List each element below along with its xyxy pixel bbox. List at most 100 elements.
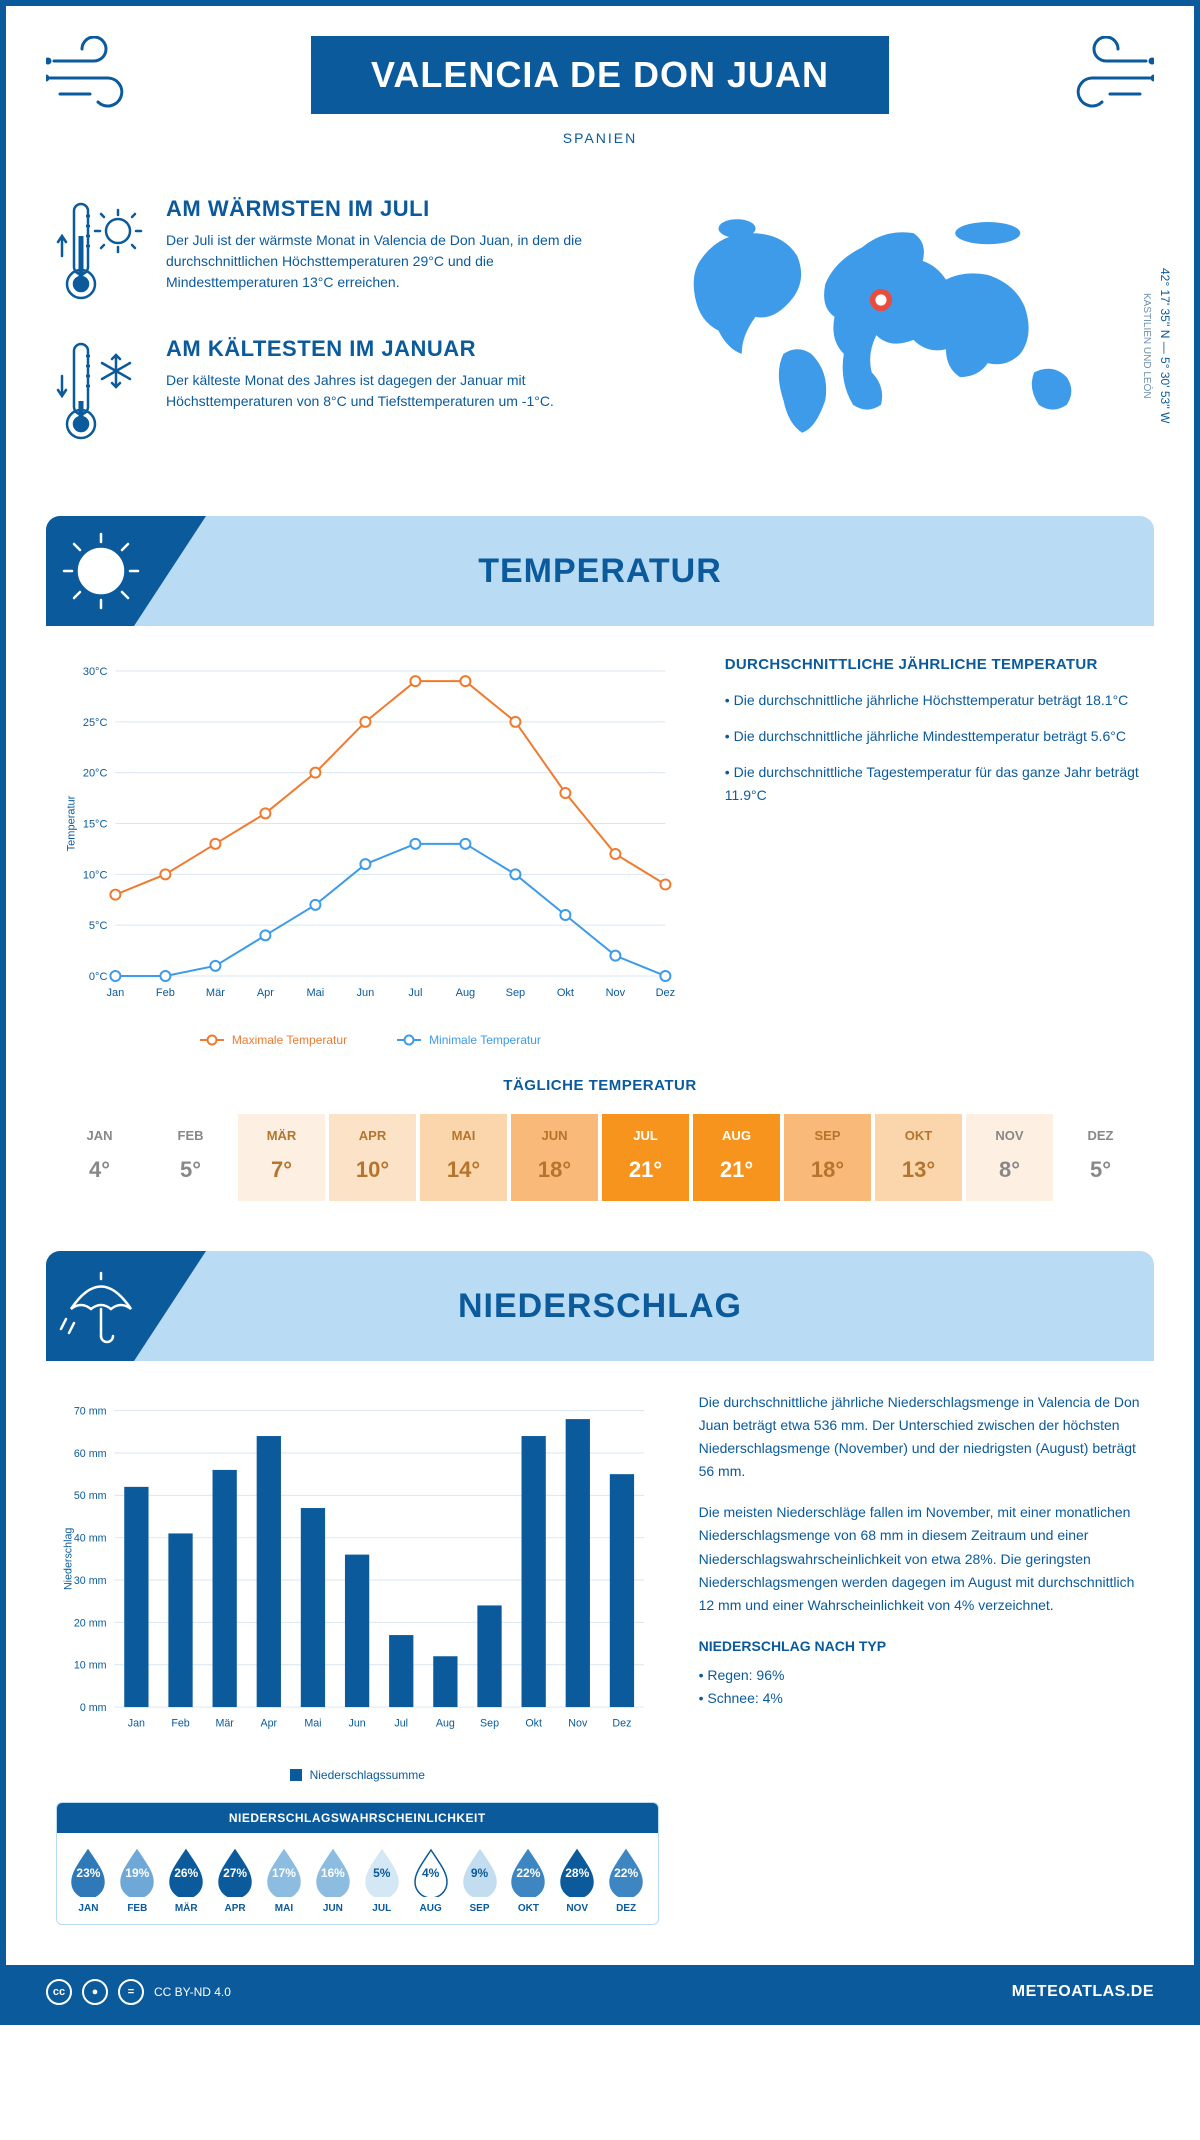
svg-text:Mär: Mär (206, 987, 225, 999)
thermometer-snow-icon (56, 336, 146, 446)
svg-text:Jan: Jan (107, 987, 125, 999)
temp-chart-row: 0°C5°C10°C15°C20°C25°C30°CJanFebMärAprMa… (6, 626, 1194, 1067)
avg-temp-item: Die durchschnittliche jährliche Höchstte… (725, 689, 1144, 713)
wind-icon (1044, 36, 1154, 116)
svg-text:Feb: Feb (156, 987, 175, 999)
header: VALENCIA DE DON JUAN SPANIEN (6, 6, 1194, 166)
daily-temp-cell: SEP18° (784, 1114, 871, 1201)
wind-icon (46, 36, 156, 116)
svg-text:Aug: Aug (456, 987, 476, 999)
precip-left: 0 mm10 mm20 mm30 mm40 mm50 mm60 mm70 mmJ… (56, 1391, 659, 1925)
daily-temp-cell: NOV8° (966, 1114, 1053, 1201)
prob-cell: 22%OKT (505, 1847, 552, 1914)
coordinates: 42° 17' 35'' N — 5° 30' 53'' W KASTILIEN… (1141, 216, 1172, 476)
precip-text-1: Die durchschnittliche jährliche Niedersc… (699, 1391, 1144, 1483)
prob-cell: 19%FEB (114, 1847, 161, 1914)
license-text: CC BY-ND 4.0 (154, 1985, 231, 1999)
nd-icon: = (118, 1979, 144, 2005)
daily-temp-cell: DEZ5° (1057, 1114, 1144, 1201)
temp-legend: Maximale Temperatur Minimale Temperatur (56, 1033, 685, 1047)
svg-text:Mär: Mär (215, 1718, 234, 1730)
daily-temp-cell: OKT13° (875, 1114, 962, 1201)
daily-temp-cell: APR10° (329, 1114, 416, 1201)
temp-title: TEMPERATUR (478, 552, 722, 591)
precip-row: 0 mm10 mm20 mm30 mm40 mm50 mm60 mm70 mmJ… (6, 1361, 1194, 1955)
precip-text-2: Die meisten Niederschläge fallen im Nove… (699, 1501, 1144, 1616)
precip-text: Die durchschnittliche jährliche Niedersc… (699, 1391, 1144, 1925)
map-marker (873, 292, 890, 309)
svg-text:30 mm: 30 mm (74, 1575, 107, 1587)
svg-text:Temperatur: Temperatur (65, 795, 77, 851)
precip-legend: Niederschlagssumme (56, 1768, 659, 1782)
precip-type-list: • Regen: 96%• Schnee: 4% (699, 1664, 1144, 1710)
prob-cell: 16%JUN (309, 1847, 356, 1914)
svg-text:Okt: Okt (525, 1718, 542, 1730)
fact-cold-title: AM KÄLTESTEN IM JANUAR (166, 336, 606, 362)
svg-text:Mai: Mai (304, 1718, 321, 1730)
svg-text:15°C: 15°C (83, 819, 108, 831)
svg-text:10 mm: 10 mm (74, 1660, 107, 1672)
svg-text:Apr: Apr (257, 987, 274, 999)
infographic-frame: VALENCIA DE DON JUAN SPANIEN (0, 0, 1200, 2025)
daily-temp-cell: JUL21° (602, 1114, 689, 1201)
legend-min: Minimale Temperatur (397, 1033, 541, 1047)
svg-text:Sep: Sep (480, 1718, 499, 1730)
precip-type-item: • Regen: 96% (699, 1664, 1144, 1687)
footer: cc ● = CC BY-ND 4.0 METEOATLAS.DE (6, 1965, 1194, 2019)
intro-facts: AM WÄRMSTEN IM JULI Der Juli ist der wär… (56, 196, 606, 476)
svg-text:0 mm: 0 mm (80, 1702, 107, 1714)
prob-cell: 4%AUG (407, 1847, 454, 1914)
svg-text:25°C: 25°C (83, 717, 108, 729)
precip-title: NIEDERSCHLAG (458, 1287, 742, 1326)
thermometer-sun-icon (56, 196, 146, 306)
daily-temp-cell: MÄR7° (238, 1114, 325, 1201)
page-title: VALENCIA DE DON JUAN (371, 54, 829, 96)
avg-temp-title: DURCHSCHNITTLICHE JÄHRLICHE TEMPERATUR (725, 656, 1144, 673)
svg-text:Mai: Mai (307, 987, 325, 999)
daily-temp-cell: FEB5° (147, 1114, 234, 1201)
svg-text:Nov: Nov (606, 987, 626, 999)
svg-text:30°C: 30°C (83, 666, 108, 678)
svg-text:10°C: 10°C (83, 869, 108, 881)
prob-cell: 22%DEZ (603, 1847, 650, 1914)
fact-cold-text: Der kälteste Monat des Jahres ist dagege… (166, 370, 606, 412)
region-text: KASTILIEN UND LEÓN (1141, 293, 1152, 399)
prob-cell: 28%NOV (554, 1847, 601, 1914)
daily-temp-cell: MAI14° (420, 1114, 507, 1201)
legend-precip: Niederschlagssumme (290, 1768, 425, 1782)
svg-text:0°C: 0°C (89, 971, 108, 983)
footer-license: cc ● = CC BY-ND 4.0 (46, 1979, 231, 2005)
map-box: 42° 17' 35'' N — 5° 30' 53'' W KASTILIEN… (646, 196, 1144, 476)
world-map-icon (646, 196, 1144, 456)
svg-text:Feb: Feb (171, 1718, 189, 1730)
svg-text:50 mm: 50 mm (74, 1490, 107, 1502)
intro-section: AM WÄRMSTEN IM JULI Der Juli ist der wär… (6, 166, 1194, 516)
prob-cell: 17%MAI (261, 1847, 308, 1914)
svg-text:40 mm: 40 mm (74, 1533, 107, 1545)
svg-text:Okt: Okt (557, 987, 574, 999)
svg-text:Dez: Dez (656, 987, 676, 999)
daily-temp-cell: JUN18° (511, 1114, 598, 1201)
temp-section-header: TEMPERATUR (46, 516, 1154, 626)
sun-corner-icon (46, 516, 206, 626)
svg-text:Dez: Dez (612, 1718, 631, 1730)
avg-temp-item: Die durchschnittliche jährliche Mindestt… (725, 725, 1144, 749)
prob-cell: 9%SEP (456, 1847, 503, 1914)
umbrella-corner-icon (46, 1251, 206, 1361)
svg-text:Jul: Jul (394, 1718, 408, 1730)
fact-warm-title: AM WÄRMSTEN IM JULI (166, 196, 606, 222)
prob-cell: 26%MÄR (163, 1847, 210, 1914)
temp-line-chart: 0°C5°C10°C15°C20°C25°C30°CJanFebMärAprMa… (56, 656, 685, 1047)
svg-text:Nov: Nov (568, 1718, 588, 1730)
svg-text:20°C: 20°C (83, 768, 108, 780)
avg-temp-item: Die durchschnittliche Tagestemperatur fü… (725, 761, 1144, 809)
precip-bar-chart: 0 mm10 mm20 mm30 mm40 mm50 mm60 mm70 mmJ… (56, 1391, 659, 1751)
precip-type-title: NIEDERSCHLAG NACH TYP (699, 1635, 1144, 1658)
coords-text: 42° 17' 35'' N — 5° 30' 53'' W (1158, 268, 1172, 423)
prob-cell: 23%JAN (65, 1847, 112, 1914)
prob-title: NIEDERSCHLAGSWAHRSCHEINLICHKEIT (57, 1803, 658, 1833)
footer-site: METEOATLAS.DE (1012, 1983, 1154, 2001)
svg-text:60 mm: 60 mm (74, 1448, 107, 1460)
svg-text:Jan: Jan (128, 1718, 145, 1730)
title-band: VALENCIA DE DON JUAN (311, 36, 889, 114)
